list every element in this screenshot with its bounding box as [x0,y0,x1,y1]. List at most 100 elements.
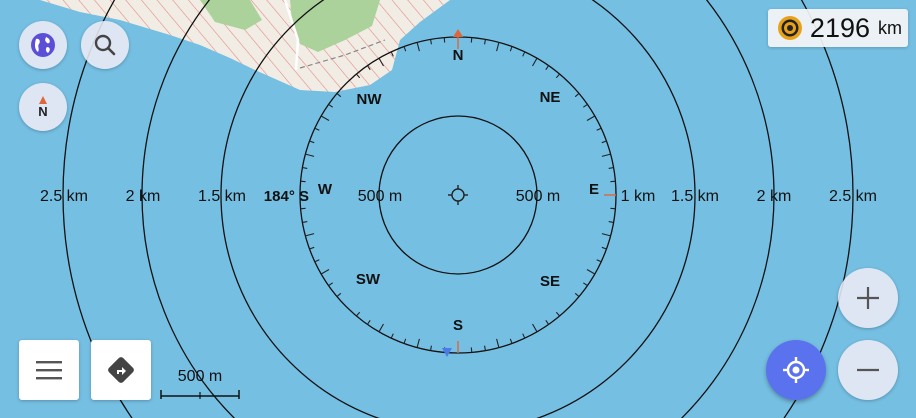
compass-tick [596,127,602,131]
compass-tick [574,92,580,98]
compass-tick [366,319,371,325]
compass-tick [320,269,330,275]
distance-unit: km [878,17,902,38]
compass-tick [601,233,611,237]
plus-icon [857,287,879,309]
compass-tick [355,73,361,79]
compass-tick [545,65,550,71]
compass-tick [484,345,486,351]
compass-button-label: N [38,104,48,119]
compass-tick [305,153,315,157]
center-crosshair-icon [448,185,468,205]
compass-tick [582,282,588,287]
compass-s: S [453,317,463,334]
minus-icon [857,368,879,372]
compass-tick [336,92,342,98]
compass-tick [314,127,320,131]
my-location-button[interactable] [766,340,826,400]
search-icon [94,34,116,56]
compass-se: SE [540,273,560,290]
compass-nw: NW [357,91,383,108]
park-area-2 [290,0,380,52]
compass-tick [601,140,607,144]
menu-button[interactable] [19,340,79,400]
compass-tick [378,57,384,67]
compass-tick [532,323,538,333]
compass-tick [300,180,306,183]
search-button[interactable] [81,21,129,69]
ring-label-1-5km-left: 1.5 km [198,188,246,205]
ring-label-2-5km-left: 2.5 km [40,188,88,205]
compass-tick [390,333,394,339]
compass-tick [610,207,616,210]
distance-ring-500m [378,115,538,275]
compass-tick [309,246,315,250]
compass-tick [302,167,308,169]
compass-tick [355,311,361,317]
compass-tick [470,37,473,43]
north-marker [453,29,463,37]
compass-ne: NE [540,89,561,106]
compass-tick [336,292,342,298]
compass-tick [545,319,550,325]
compass-tick [555,311,561,317]
zoom-out-button[interactable] [838,340,898,400]
compass-tick [496,42,500,52]
ring-label-2-5km-right: 2.5 km [829,188,877,205]
compass-tick [522,51,526,57]
compass-tick [378,323,384,333]
distance-readout[interactable]: 2196 km [767,9,908,47]
ring-label-1km-right: 1 km [621,188,656,205]
compass-tick [328,282,334,287]
compass-tick [314,259,320,263]
compass-sw: SW [356,271,381,288]
compass-tick [328,103,334,108]
compass-tick [509,46,513,52]
compass-tick [586,269,596,275]
distance-ring-2km [141,0,775,418]
ring-label-2km-left: 2 km [126,188,161,205]
ring-label-1-5km-right: 1.5 km [671,188,719,205]
compass-tick [596,259,602,263]
compass-tick [403,46,407,52]
compass-tick [601,153,611,157]
compass-tick [509,338,513,344]
compass-tick [320,115,330,121]
compass-tick [608,221,614,223]
compass-n: N [453,47,464,64]
compass-tick [532,57,538,67]
compass-tick [608,167,614,169]
compass-tick [403,338,407,344]
compass-tick [305,233,315,237]
directions-button[interactable] [91,340,151,400]
road [283,0,300,71]
directions-icon [108,357,134,383]
compass-tick [300,207,306,210]
heading-marker [442,348,452,357]
compass-tick [430,39,432,45]
compass-tick [601,246,607,250]
path-trail [299,39,386,69]
distance-ring-2-5km [62,0,854,418]
park-area-1 [200,0,262,30]
compass-tick [390,51,394,57]
compass-tick [522,333,526,339]
compass-e: E [589,181,599,198]
compass-tick [443,37,446,43]
land-area [40,0,450,92]
distance-value: 2196 [809,12,870,43]
ring-label-2km-right: 2 km [757,188,792,205]
compass-tick [416,42,420,52]
scale-ruler [160,390,240,399]
compass-tick [416,338,420,348]
zoom-in-button[interactable] [838,268,898,328]
compass-tick [610,180,616,183]
compass-tick [430,345,432,351]
world-button[interactable] [19,21,67,69]
hamburger-icon [36,361,62,380]
compass-tick [555,73,561,79]
compass-button[interactable]: N [19,83,67,131]
globe-icon [31,33,55,57]
scale-bar: 500 m [160,368,240,400]
